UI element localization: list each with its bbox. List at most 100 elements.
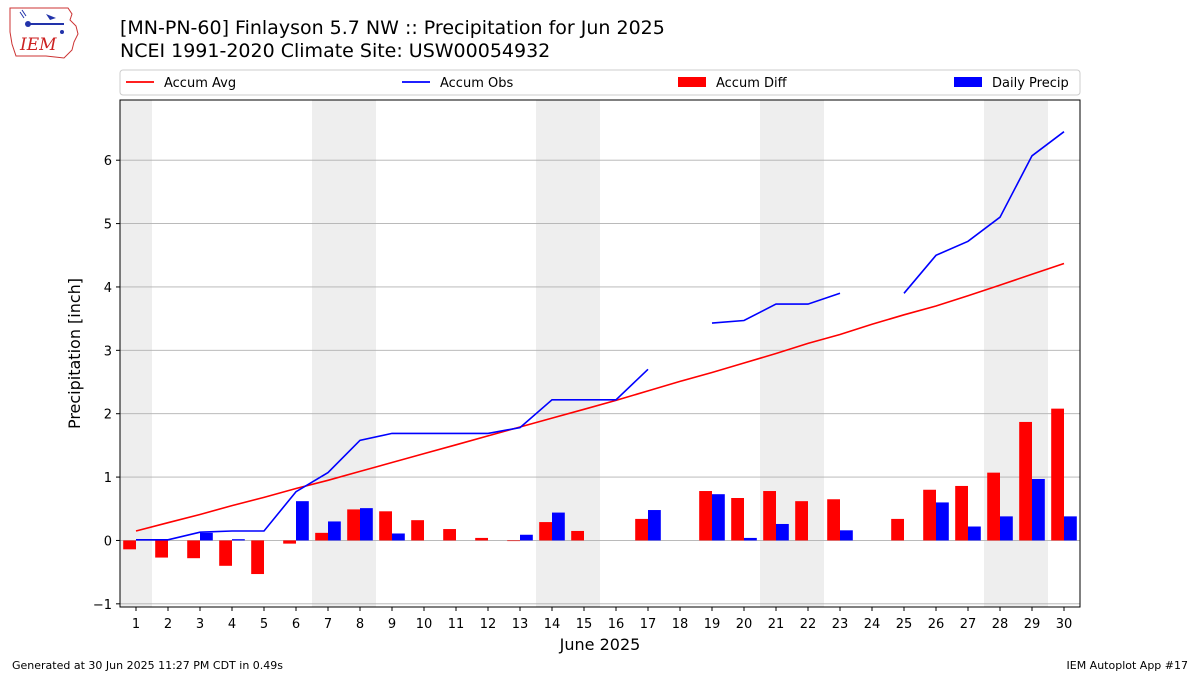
legend-label: Accum Diff: [716, 76, 788, 91]
accum-diff-bar: [251, 540, 264, 575]
legend-swatch: [954, 77, 982, 87]
daily-precip-bar: [1000, 516, 1013, 541]
x-tick-label: 12: [480, 617, 497, 632]
accum-diff-bar: [1019, 421, 1032, 541]
accum-diff-bar: [539, 522, 552, 541]
daily-precip-bar: [520, 534, 533, 541]
daily-precip-bar: [296, 501, 309, 541]
accum-diff-bar: [763, 491, 776, 541]
x-tick-label: 1: [132, 617, 140, 632]
chart-title: [MN-PN-60] Finlayson 5.7 NW :: Precipita…: [120, 17, 665, 39]
accum-obs-line: [136, 368, 649, 541]
x-tick-label: 14: [544, 617, 561, 632]
accum-diff-bar: [507, 540, 520, 542]
y-tick-label: 3: [104, 344, 112, 359]
y-tick-label: 6: [104, 154, 112, 169]
accum-diff-bar: [571, 530, 584, 541]
accum-diff-bar: [123, 540, 136, 550]
daily-precip-bar: [392, 533, 405, 541]
legend-swatch: [678, 77, 706, 87]
x-tick-label: 8: [356, 617, 364, 632]
legend-box: [119, 69, 1081, 96]
accum-avg-line: [135, 262, 1065, 532]
x-tick-label: 29: [1024, 617, 1041, 632]
x-tick-label: 19: [704, 617, 721, 632]
x-tick-label: 25: [896, 617, 913, 632]
y-tick-label: 4: [104, 281, 112, 296]
accum-diff-bar: [827, 499, 840, 541]
accum-diff-bar: [283, 540, 296, 544]
accum-diff-bar: [635, 518, 648, 541]
accum-diff-bar: [987, 472, 1000, 541]
accum-diff-bar: [891, 518, 904, 541]
accum-diff-bar: [1051, 408, 1064, 541]
x-tick-label: 24: [864, 617, 881, 632]
accum-obs-line: [903, 131, 1065, 294]
legend-label: Accum Avg: [164, 76, 236, 91]
x-tick-label: 2: [164, 617, 172, 632]
daily-precip-bar: [328, 521, 341, 541]
daily-precip-bar: [968, 526, 981, 541]
accum-diff-bar: [315, 532, 328, 541]
x-tick-label: 18: [672, 617, 689, 632]
y-tick-label: 0: [104, 534, 112, 549]
y-tick-label: 5: [104, 218, 112, 233]
daily-precip-bar: [776, 523, 789, 541]
weekend-band: [120, 100, 152, 607]
x-tick-label: 9: [388, 617, 396, 632]
x-tick-label: 13: [512, 617, 529, 632]
legend-label: Daily Precip: [992, 76, 1069, 91]
x-tick-label: 7: [324, 617, 332, 632]
accum-obs-line: [711, 292, 841, 324]
daily-precip-bar: [1064, 516, 1077, 541]
x-tick-label: 21: [768, 617, 785, 632]
x-tick-label: 26: [928, 617, 945, 632]
legend-label: Accum Obs: [440, 76, 513, 91]
x-tick-label: 28: [992, 617, 1009, 632]
x-tick-label: 16: [608, 617, 625, 632]
daily-precip-bar: [744, 537, 757, 541]
y-tick-label: −1: [93, 598, 112, 613]
x-tick-label: 20: [736, 617, 753, 632]
footer-app: IEM Autoplot App #17: [1066, 659, 1189, 672]
footer-generated: Generated at 30 Jun 2025 11:27 PM CDT in…: [12, 659, 284, 672]
logo-text: IEM: [19, 35, 57, 55]
accum-diff-bar: [379, 511, 392, 541]
y-tick-label: 2: [104, 408, 112, 423]
accum-diff-bar: [795, 501, 808, 541]
accum-diff-bar: [187, 540, 200, 559]
daily-precip-bar: [232, 539, 245, 541]
accum-diff-bar: [955, 485, 968, 541]
accum-diff-bar: [923, 489, 936, 541]
daily-precip-bar: [552, 512, 565, 541]
x-tick-label: 15: [576, 617, 593, 632]
iem-logo: IEM: [9, 7, 79, 59]
accum-diff-bar: [731, 497, 744, 541]
plot-frame: [119, 99, 1081, 608]
accum-diff-bar: [475, 537, 488, 541]
accum-diff-bar: [411, 520, 424, 541]
daily-precip-bar: [936, 502, 949, 541]
daily-precip-bar: [200, 532, 213, 541]
x-tick-label: 5: [260, 617, 268, 632]
daily-precip-bar: [648, 510, 661, 541]
daily-precip-bar: [840, 530, 853, 541]
x-tick-label: 22: [800, 617, 817, 632]
x-tick-label: 30: [1056, 617, 1073, 632]
accum-diff-bar: [443, 529, 456, 541]
x-tick-label: 27: [960, 617, 977, 632]
accum-diff-bar: [699, 491, 712, 541]
x-axis-label: June 2025: [559, 635, 641, 654]
x-tick-label: 23: [832, 617, 849, 632]
daily-precip-bar: [712, 494, 725, 541]
x-tick-label: 4: [228, 617, 236, 632]
daily-precip-bar: [1032, 478, 1045, 541]
y-axis-label: Precipitation [inch]: [65, 278, 84, 429]
chart-subtitle: NCEI 1991-2020 Climate Site: USW00054932: [120, 40, 551, 62]
accum-diff-bar: [155, 540, 168, 558]
x-tick-label: 6: [292, 617, 300, 632]
accum-diff-bar: [347, 509, 360, 541]
x-tick-label: 3: [196, 617, 204, 632]
y-tick-label: 1: [104, 471, 112, 486]
